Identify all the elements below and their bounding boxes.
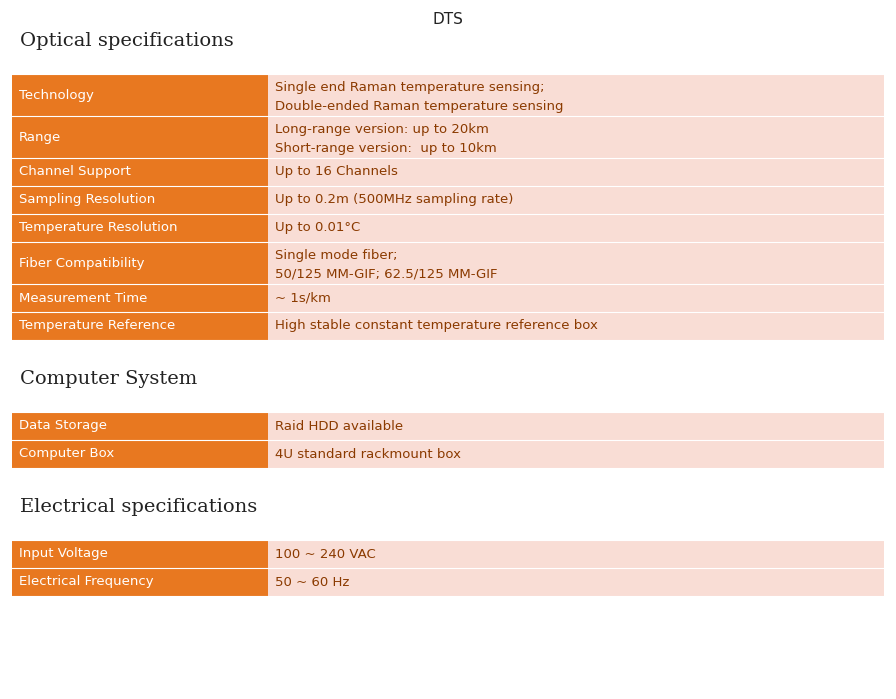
Text: Double-ended Raman temperature sensing: Double-ended Raman temperature sensing <box>275 99 564 113</box>
Text: Temperature Reference: Temperature Reference <box>19 319 176 333</box>
Text: DTS: DTS <box>433 12 463 27</box>
Bar <box>12 214 268 242</box>
Text: Raid HDD available: Raid HDD available <box>275 419 403 433</box>
Bar <box>268 116 884 158</box>
Text: Measurement Time: Measurement Time <box>19 291 147 305</box>
Bar <box>12 116 268 158</box>
Bar <box>12 242 268 284</box>
Bar <box>12 412 268 440</box>
Text: Up to 16 Channels: Up to 16 Channels <box>275 166 398 178</box>
Text: Data Storage: Data Storage <box>19 419 107 433</box>
Bar <box>268 74 884 116</box>
Bar <box>268 440 884 468</box>
Text: High stable constant temperature reference box: High stable constant temperature referen… <box>275 319 598 333</box>
Bar <box>268 158 884 186</box>
Text: Electrical Frequency: Electrical Frequency <box>19 575 153 589</box>
Text: Long-range version: up to 20km: Long-range version: up to 20km <box>275 123 489 136</box>
Bar <box>12 186 268 214</box>
Bar <box>12 568 268 596</box>
Text: Optical specifications: Optical specifications <box>20 32 234 50</box>
Text: Range: Range <box>19 131 61 143</box>
Text: Temperature Resolution: Temperature Resolution <box>19 222 177 234</box>
Text: Channel Support: Channel Support <box>19 166 131 178</box>
Bar <box>268 186 884 214</box>
Text: 4U standard rackmount box: 4U standard rackmount box <box>275 447 461 461</box>
Text: 50/125 MM-GIF; 62.5/125 MM-GIF: 50/125 MM-GIF; 62.5/125 MM-GIF <box>275 268 497 280</box>
Bar <box>12 74 268 116</box>
Bar <box>268 214 884 242</box>
Bar <box>268 242 884 284</box>
Text: Computer Box: Computer Box <box>19 447 115 461</box>
Bar <box>12 284 268 312</box>
Text: Fiber Compatibility: Fiber Compatibility <box>19 257 144 270</box>
Bar <box>12 312 268 340</box>
Text: 100 ~ 240 VAC: 100 ~ 240 VAC <box>275 547 375 561</box>
Bar <box>268 284 884 312</box>
Text: Technology: Technology <box>19 89 94 101</box>
Text: Single mode fiber;: Single mode fiber; <box>275 250 398 262</box>
Bar <box>268 312 884 340</box>
Text: Up to 0.01°C: Up to 0.01°C <box>275 222 360 234</box>
Text: Up to 0.2m (500MHz sampling rate): Up to 0.2m (500MHz sampling rate) <box>275 194 513 206</box>
Bar <box>12 540 268 568</box>
Text: Input Voltage: Input Voltage <box>19 547 108 561</box>
Text: Short-range version:  up to 10km: Short-range version: up to 10km <box>275 142 496 154</box>
Text: Single end Raman temperature sensing;: Single end Raman temperature sensing; <box>275 81 545 94</box>
Text: ~ 1s/km: ~ 1s/km <box>275 291 331 305</box>
Bar <box>12 440 268 468</box>
Text: Sampling Resolution: Sampling Resolution <box>19 194 155 206</box>
Bar <box>268 412 884 440</box>
Bar <box>268 540 884 568</box>
Text: Electrical specifications: Electrical specifications <box>20 498 257 516</box>
Bar <box>268 568 884 596</box>
Text: Computer System: Computer System <box>20 370 197 388</box>
Bar <box>12 158 268 186</box>
Text: 50 ~ 60 Hz: 50 ~ 60 Hz <box>275 575 349 589</box>
